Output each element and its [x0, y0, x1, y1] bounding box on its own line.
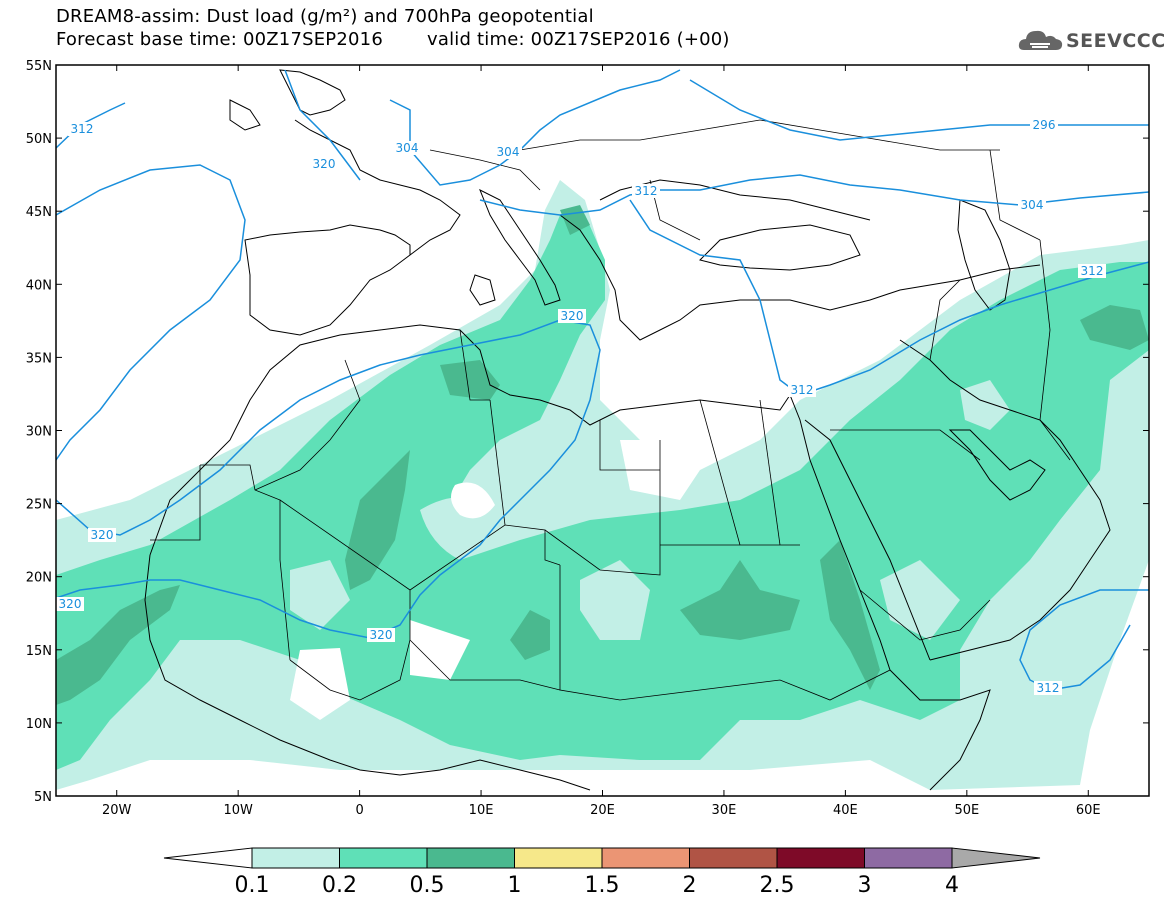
- colorbar-segment: [339, 847, 428, 869]
- svg-text:312: 312: [71, 122, 94, 136]
- contour-label: 320: [310, 157, 338, 171]
- contour-label: 312: [1078, 264, 1106, 278]
- contour-label: 320: [367, 628, 395, 642]
- latitude-axis: 55N 50N 45N 40N 35N 30N 25N 20N 15N 10N 5N: [26, 59, 1149, 805]
- svg-text:320: 320: [59, 597, 82, 611]
- colorbar-segment: [251, 847, 340, 869]
- lat-label: 10N: [26, 717, 52, 732]
- lon-label: 40E: [833, 803, 858, 818]
- svg-text:304: 304: [396, 141, 419, 155]
- lon-label: 0: [355, 803, 363, 818]
- colorbar-label: 3: [858, 873, 872, 898]
- svg-text:304: 304: [497, 145, 520, 159]
- map-subtitle: Forecast base time: 00Z17SEP2016 valid ti…: [56, 29, 730, 50]
- colorbar-label: 0.5: [410, 873, 445, 898]
- contour-label: 320: [558, 309, 586, 323]
- contour-label: 304: [393, 141, 421, 155]
- svg-text:320: 320: [91, 528, 114, 542]
- lon-label: 10E: [469, 803, 494, 818]
- contour-labels: 312 320 304 304 312 296 304 312 320 320 …: [56, 118, 1106, 695]
- map-title: DREAM8-assim: Dust load (g/m²) and 700hP…: [56, 6, 594, 27]
- logo-text: SEEVCCC: [1066, 30, 1165, 52]
- contour-label: 312: [788, 383, 816, 397]
- forecast-base-time: Forecast base time: 00Z17SEP2016: [56, 29, 383, 50]
- colorbar-label: 0.1: [235, 873, 270, 898]
- lat-label: 25N: [26, 498, 52, 513]
- colorbar-label: 2: [683, 873, 697, 898]
- lon-label: 20W: [102, 803, 132, 818]
- lat-label: 20N: [26, 571, 52, 586]
- dust-layer-medium: [56, 215, 1149, 770]
- svg-text:312: 312: [1037, 681, 1060, 695]
- map-panel: 312 320 304 304 312 296 304 312 320 320 …: [56, 65, 1149, 796]
- colorbar-segment: [514, 847, 603, 869]
- svg-text:320: 320: [561, 309, 584, 323]
- colorbar-segment: [776, 847, 865, 869]
- svg-text:304: 304: [1021, 198, 1044, 212]
- seevccc-logo: SEEVCCC: [1018, 26, 1165, 56]
- colorbar: 0.1 0.2 0.5 1 1.5 2 2.5 3 4: [163, 847, 1041, 898]
- contour-label: 304: [494, 145, 522, 159]
- lat-label: 50N: [26, 132, 52, 147]
- colorbar-label: 1: [508, 873, 522, 898]
- contour-label: 312: [1034, 681, 1062, 695]
- cloud-icon: [1018, 30, 1063, 50]
- lat-label: 55N: [26, 59, 52, 74]
- lat-label: 45N: [26, 205, 52, 220]
- svg-text:320: 320: [313, 157, 336, 171]
- lat-label: 40N: [26, 278, 52, 293]
- contour-label: 304: [1018, 198, 1046, 212]
- svg-text:312: 312: [791, 383, 814, 397]
- lat-label: 30N: [26, 425, 52, 440]
- svg-text:296: 296: [1033, 118, 1056, 132]
- coastlines: [144, 69, 1111, 791]
- lon-label: 50E: [954, 803, 979, 818]
- lon-label: 30E: [712, 803, 737, 818]
- colorbar-label: 4: [945, 873, 959, 898]
- colorbar-segment: [601, 847, 690, 869]
- colorbar-label: 1.5: [585, 873, 620, 898]
- lon-label: 10W: [223, 803, 253, 818]
- dust-layer-dark: [56, 205, 1149, 705]
- contour-label: 312: [68, 122, 96, 136]
- colorbar-label: 0.2: [322, 873, 357, 898]
- svg-text:312: 312: [1081, 264, 1104, 278]
- colorbar-over-arrow: [951, 847, 1041, 869]
- longitude-axis: 20W 10W 0 10E 20E 30E 40E 50E 60E: [102, 65, 1101, 818]
- lat-label: 15N: [26, 644, 52, 659]
- lat-label: 35N: [26, 351, 52, 366]
- svg-text:312: 312: [635, 184, 658, 198]
- contour-label: 296: [1030, 118, 1058, 132]
- contour-label: 320: [56, 597, 84, 611]
- valid-time: valid time: 00Z17SEP2016 (+00): [426, 29, 730, 50]
- contour-label: 320: [88, 528, 116, 542]
- contour-label: 312: [632, 184, 660, 198]
- colorbar-under-arrow: [163, 847, 253, 869]
- colorbar-label: 2.5: [760, 873, 795, 898]
- lon-label: 20E: [590, 803, 615, 818]
- lat-label: 5N: [34, 790, 52, 805]
- colorbar-segment: [426, 847, 515, 869]
- colorbar-segment: [864, 847, 953, 869]
- svg-text:320: 320: [370, 628, 393, 642]
- lon-label: 60E: [1076, 803, 1101, 818]
- colorbar-segment: [689, 847, 778, 869]
- country-borders: [150, 119, 1071, 701]
